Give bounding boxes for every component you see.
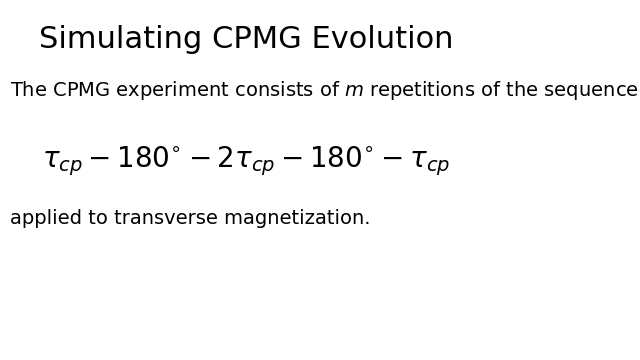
- Text: applied to transverse magnetization.: applied to transverse magnetization.: [10, 209, 371, 228]
- Text: $\tau_{cp} - 180^{\circ} - 2\tau_{cp} - 180^{\circ} - \tau_{cp}$: $\tau_{cp} - 180^{\circ} - 2\tau_{cp} - …: [42, 144, 450, 177]
- Text: The CPMG experiment consists of $m$ repetitions of the sequence:: The CPMG experiment consists of $m$ repe…: [10, 79, 640, 102]
- Text: Simulating CPMG Evolution: Simulating CPMG Evolution: [39, 25, 453, 54]
